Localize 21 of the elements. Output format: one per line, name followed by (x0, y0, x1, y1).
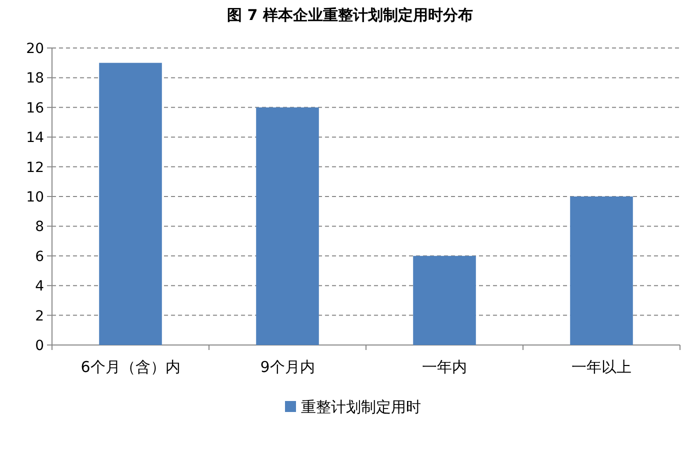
y-tick-label: 8 (35, 219, 44, 236)
y-tick-label: 20 (26, 41, 44, 57)
x-tick-label: 一年以上 (572, 358, 632, 376)
bar (570, 196, 633, 345)
x-tick-label: 6个月（含）内 (80, 358, 180, 376)
x-tick-label: 9个月内 (260, 358, 315, 376)
bar (413, 256, 476, 345)
x-tick-label: 一年内 (422, 358, 467, 376)
bar (256, 107, 319, 345)
y-tick-label: 14 (26, 130, 44, 146)
y-tick-label: 6 (35, 248, 44, 265)
y-tick-label: 0 (35, 338, 44, 354)
y-tick-label: 16 (26, 100, 44, 116)
y-tick-label: 2 (35, 308, 44, 324)
y-tick-label: 12 (26, 160, 44, 176)
y-tick-label: 18 (26, 70, 44, 87)
y-tick-label: 4 (35, 278, 44, 295)
bar (99, 62, 162, 345)
legend-label: 重整计划制定用时 (301, 398, 421, 416)
y-tick-label: 10 (26, 190, 44, 206)
chart-title: 图 7 样本企业重整计划制定用时分布 (227, 6, 473, 24)
